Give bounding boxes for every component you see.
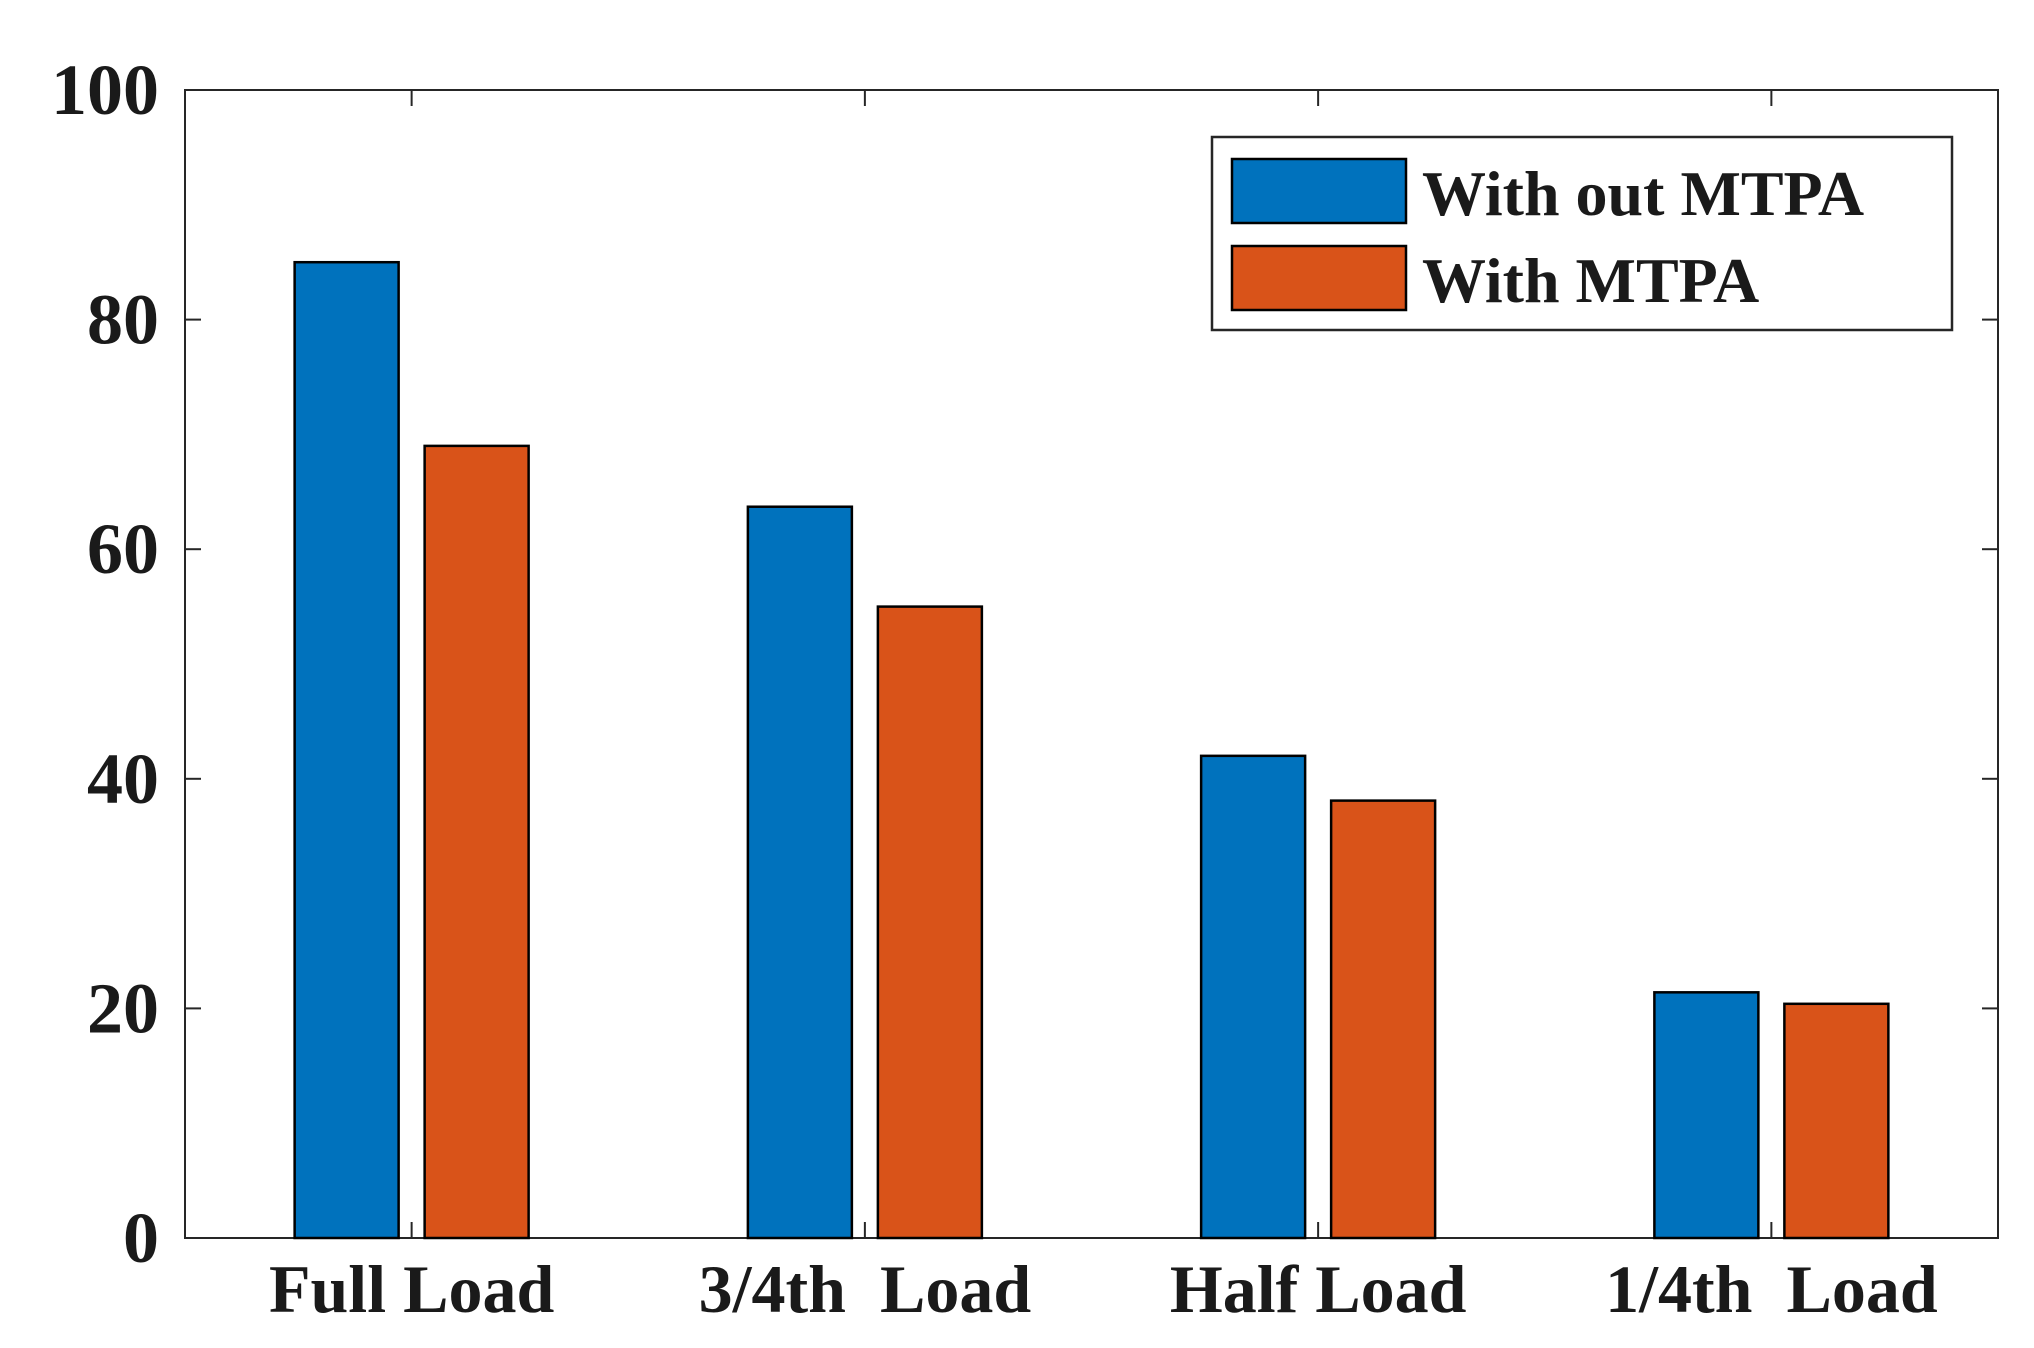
bar-without-mtpa-3 [1653,991,1760,1240]
legend: With out MTPA With MTPA [1210,135,1954,332]
x-tick-label: 1/4th Load [1605,1251,1938,1327]
bar-without-mtpa-2 [1199,754,1307,1240]
y-tick-label: 20 [87,968,159,1048]
y-tick-label: 40 [87,739,159,819]
bar-with-mtpa-0 [423,444,530,1240]
legend-swatch-with-mtpa [1230,244,1408,312]
x-tick-label: Half Load [1170,1251,1467,1327]
legend-swatch-without-mtpa [1230,157,1408,225]
bar-with-mtpa-2 [1329,799,1437,1240]
bar-with-mtpa-1 [876,605,984,1240]
y-tick-label: 80 [87,280,159,360]
legend-label-without-mtpa: With out MTPA [1422,158,1864,229]
x-tick-label: 3/4th Load [699,1251,1032,1327]
x-tick-label: Full Load [269,1251,554,1327]
legend-label-with-mtpa: With MTPA [1422,245,1759,316]
y-tick-label: 100 [51,50,159,130]
y-tick-label: 0 [123,1198,159,1278]
bar-without-mtpa-1 [746,505,854,1240]
y-tick-label: 60 [87,509,159,589]
bar-without-mtpa-0 [293,260,400,1240]
bar-with-mtpa-3 [1783,1002,1890,1240]
